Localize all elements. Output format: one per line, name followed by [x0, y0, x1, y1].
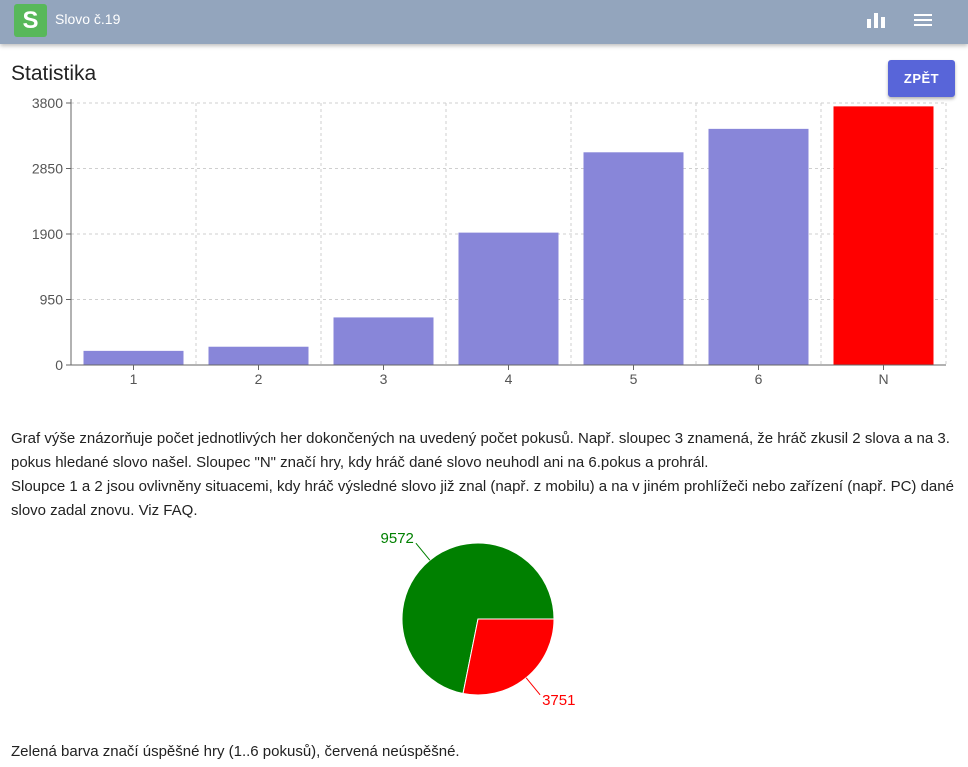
app-title: Slovo č.19	[55, 11, 121, 27]
bar-chart-icon[interactable]	[864, 8, 888, 32]
description-paragraph: Graf výše znázorňuje počet jednotlivých …	[11, 430, 950, 471]
x-tick-label: 5	[630, 371, 638, 387]
bar-3	[333, 317, 434, 365]
page-title: Statistika	[11, 62, 97, 85]
pie-leader-line	[525, 677, 541, 696]
bar-5	[583, 152, 684, 365]
description-paragraph: Sloupce 1 a 2 jsou ovlivněny situacemi, …	[11, 478, 954, 519]
pie-chart: 9572 3751	[381, 530, 576, 709]
x-tick-label: 1	[130, 371, 138, 387]
pie-label: 3751	[542, 692, 575, 709]
app-logo[interactable]: S	[14, 4, 47, 37]
pie-label: 9572	[381, 530, 414, 547]
pie-leader-line	[415, 542, 431, 561]
chart-description: Graf výše znázorňuje počet jednotlivých …	[11, 427, 961, 523]
x-tick-label: 3	[380, 371, 388, 387]
x-tick-label: 2	[255, 371, 263, 387]
pie-slice-3751	[462, 618, 555, 696]
bar-6	[708, 128, 809, 365]
legend-note: Zelená barva značí úspěšné hry (1..6 pok…	[11, 743, 460, 760]
x-tick-label: 4	[505, 371, 513, 387]
y-tick-label: 3800	[32, 95, 63, 111]
bar-N	[833, 106, 934, 365]
app-bar: S Slovo č.19	[0, 0, 968, 44]
y-tick-label: 950	[40, 292, 64, 308]
y-tick-label: 1900	[32, 226, 63, 242]
bar-chart: 0 950 1900 2850 3800 1 2 3 4 5 6 N	[32, 95, 947, 387]
hamburger-menu-icon[interactable]	[911, 8, 935, 32]
x-tick-label: 6	[755, 371, 763, 387]
bar-1	[83, 350, 184, 365]
y-tick-label: 2850	[32, 161, 63, 177]
bar-2	[208, 346, 309, 365]
y-tick-label: 0	[55, 357, 63, 373]
back-button[interactable]: ZPĚT	[888, 60, 955, 97]
x-tick-label: N	[878, 371, 888, 387]
bar-4	[458, 232, 559, 365]
